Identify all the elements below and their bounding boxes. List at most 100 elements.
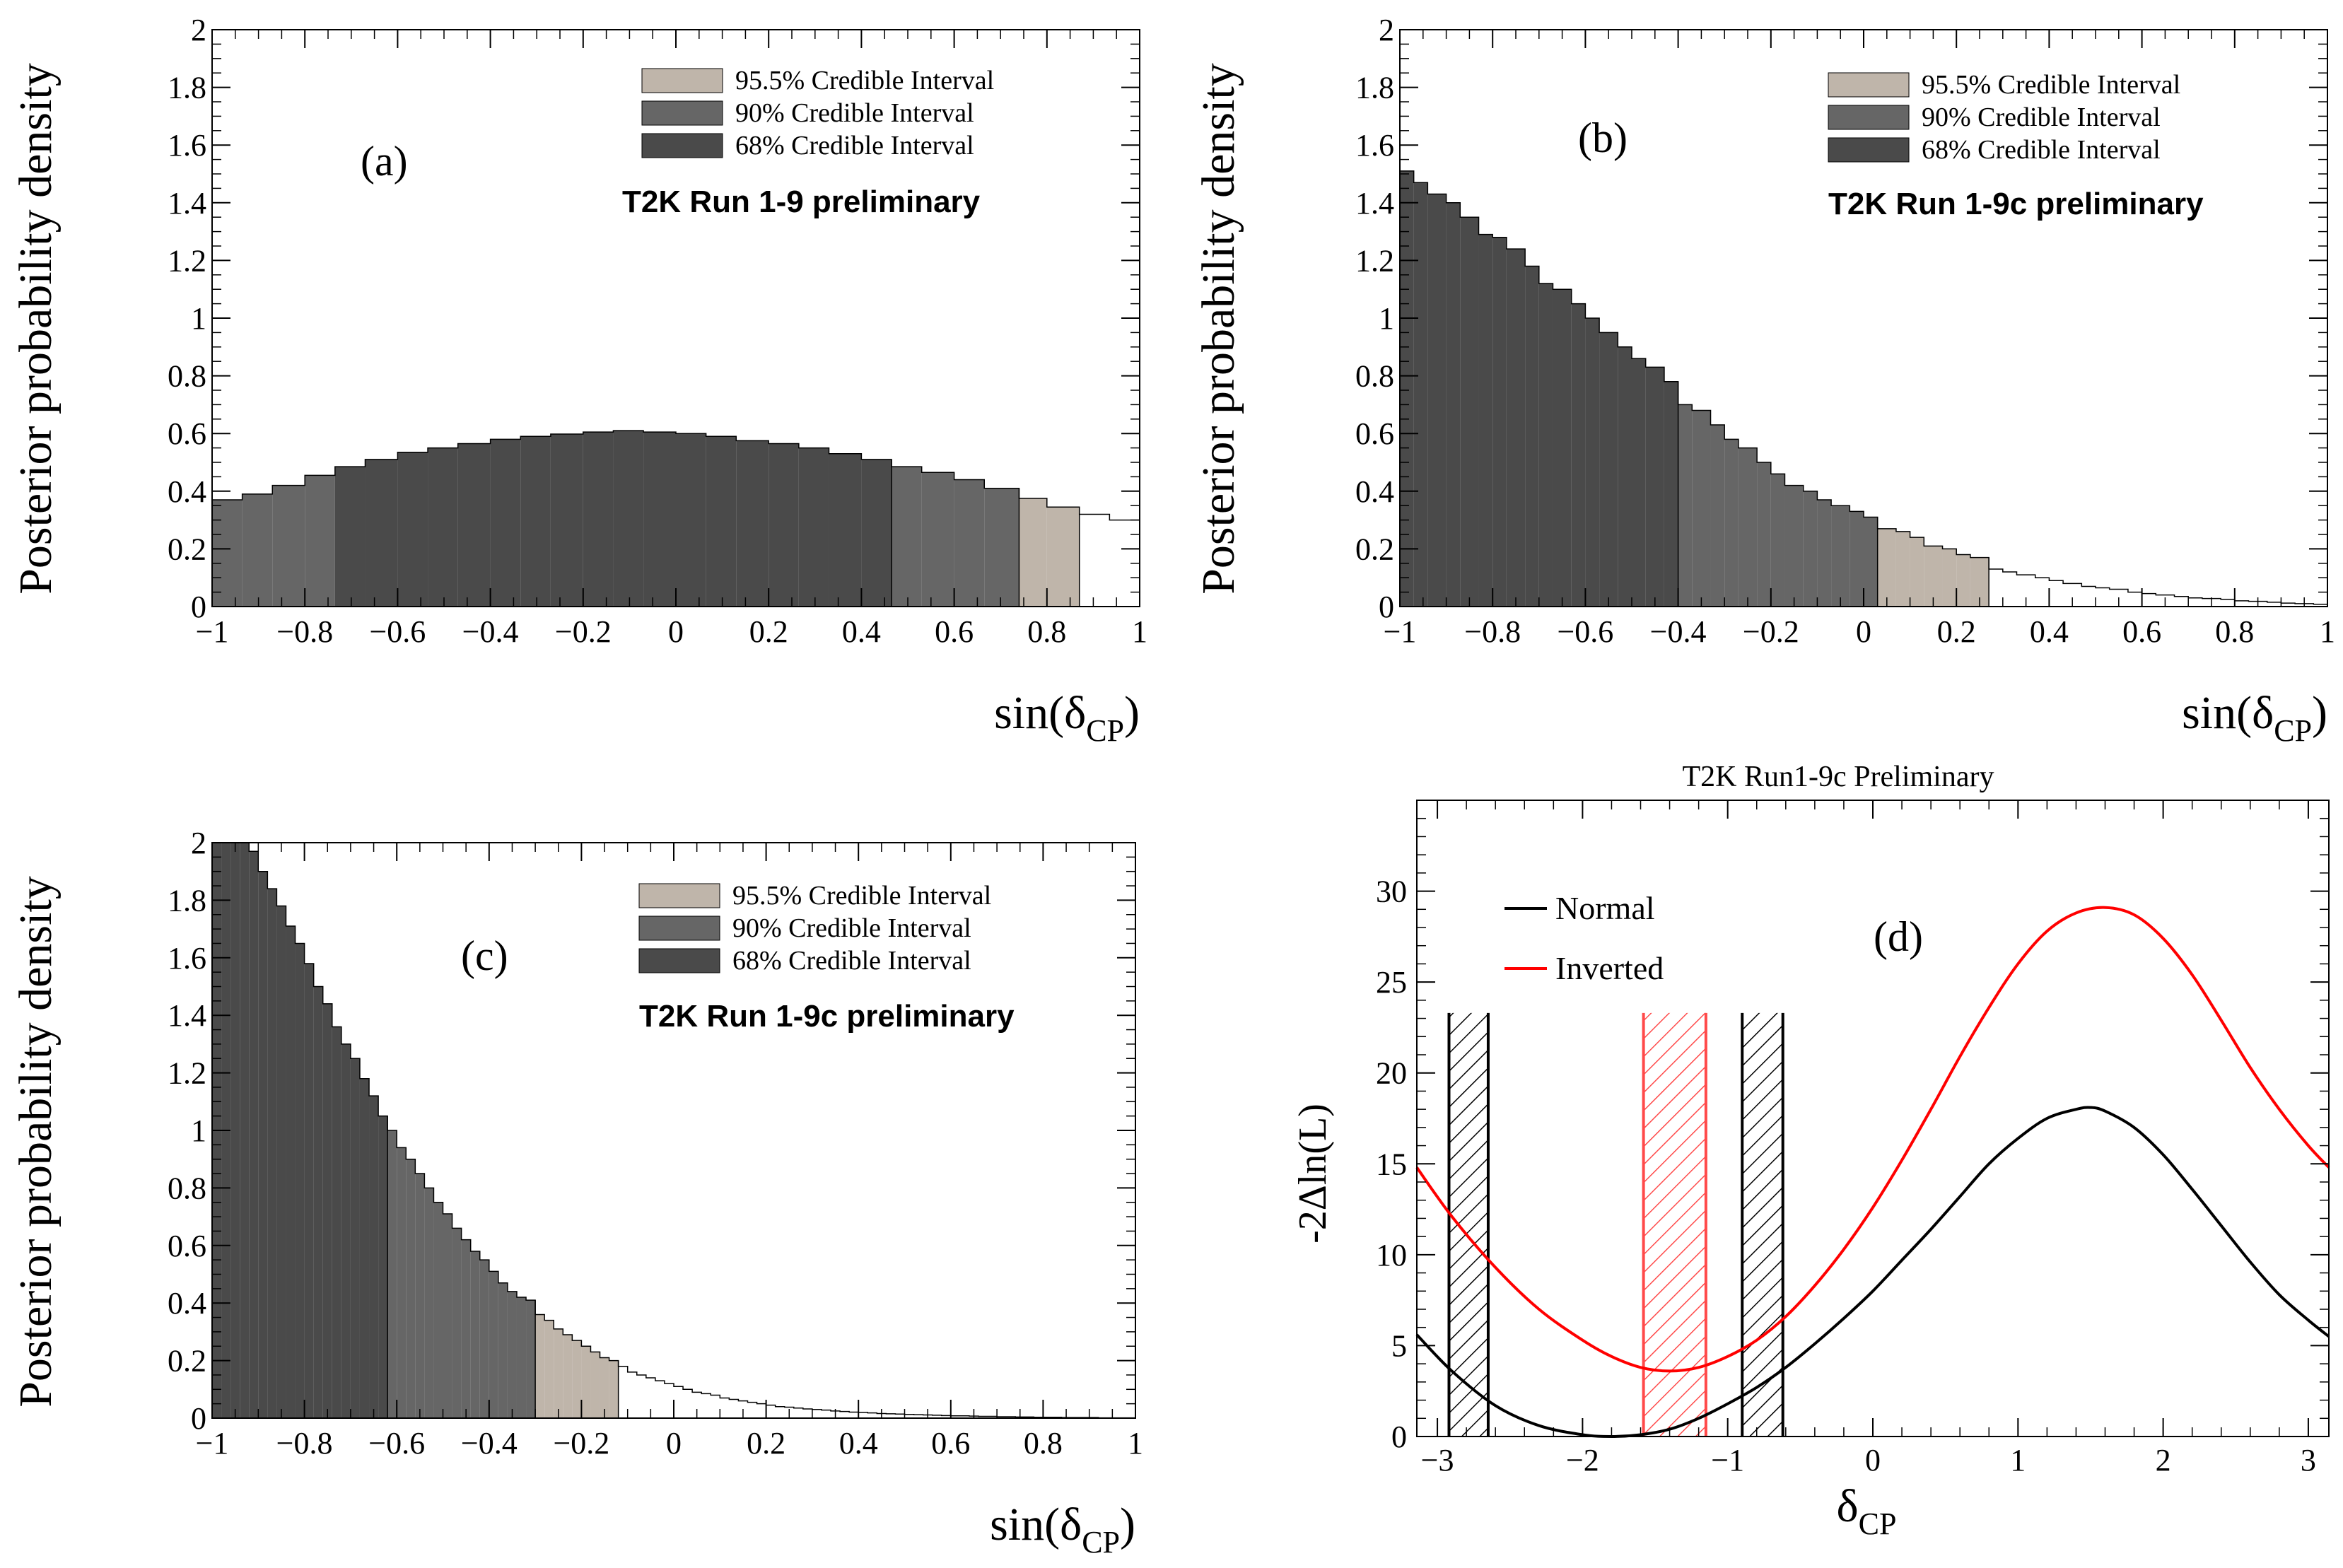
histogram-bin <box>365 459 398 607</box>
x-tick-label: 0.2 <box>749 614 788 649</box>
histogram-bin <box>2002 572 2017 607</box>
x-axis-label: sin(δCP) <box>2182 687 2327 748</box>
y-tick-label: 1.6 <box>168 128 206 163</box>
x-axis-label: sin(δCP) <box>990 1499 1135 1560</box>
x-tick-label: −0.8 <box>276 1426 333 1461</box>
legend-label-inverted: Inverted <box>1555 950 1664 986</box>
y-tick-label: 0.6 <box>168 1229 206 1263</box>
histogram-bin <box>978 1416 988 1418</box>
y-tick-label: 0.4 <box>1355 474 1394 509</box>
histogram-bin <box>1678 404 1693 607</box>
histogram-bin <box>415 1174 425 1418</box>
histogram-bin <box>1831 505 1850 607</box>
legend-swatch-68 <box>641 133 723 158</box>
panel-d: T2K Run1-9c Preliminary -2Δln(L) −3 −2 −1 0… <box>1291 761 2330 1541</box>
histogram-bin <box>674 1386 684 1418</box>
plot-frame <box>1416 800 2330 1437</box>
histogram-bin <box>369 1096 379 1418</box>
histogram-bin <box>479 1260 489 1418</box>
histogram-bin <box>1817 500 1832 607</box>
histogram-bin <box>1803 491 1818 607</box>
histogram-bin <box>276 906 286 1418</box>
histogram-bin <box>1632 358 1646 607</box>
histogram-bin <box>550 434 583 607</box>
x-tick-label: −1 <box>196 1426 229 1461</box>
histogram-bin <box>798 447 829 607</box>
x-tick-label: −0.6 <box>368 1426 425 1461</box>
histogram-bin <box>747 1402 757 1418</box>
y-tick-label: 0 <box>191 590 206 624</box>
histogram-bin <box>706 436 737 607</box>
histogram-bin <box>756 1403 766 1418</box>
histogram-outline <box>211 842 1136 1419</box>
legend: 95.5% Credible Interval 90% Credible Int… <box>1828 70 2180 165</box>
y-ticks: 0 5 10 15 20 25 30 <box>1376 817 2329 1454</box>
y-tick-label: 0 <box>1391 1420 1407 1454</box>
histogram-bin <box>1784 485 1804 607</box>
x-tick-label: 0.4 <box>842 614 881 649</box>
histogram-bin <box>941 1415 951 1418</box>
y-tick-label: 0 <box>191 1401 206 1436</box>
y-tick-label: 1.6 <box>1355 128 1394 163</box>
histogram-bin <box>701 1393 711 1418</box>
histogram-bin <box>2127 592 2142 607</box>
histogram-bin <box>1724 439 1739 607</box>
histogram-bin <box>636 1374 646 1418</box>
histogram-bin <box>240 843 250 1418</box>
histogram-bin <box>2281 603 2296 607</box>
legend: Normal Inverted <box>1504 890 1664 986</box>
y-tick-label: 2 <box>191 13 206 47</box>
histogram-bin <box>643 432 676 607</box>
x-tick-label: −1 <box>1384 614 1417 649</box>
histogram-bin <box>664 1383 674 1418</box>
histogram-bin <box>793 1408 803 1418</box>
x-tick-label: 2 <box>2156 1443 2171 1478</box>
histogram-bin <box>1864 517 1878 607</box>
histogram-bin <box>1599 332 1618 607</box>
histogram-bin <box>1460 217 1479 607</box>
y-tick-label: 1.2 <box>1355 243 1394 278</box>
histogram-bin <box>829 453 862 607</box>
y-tick-label: 1 <box>1379 301 1394 336</box>
legend-label-95-5: 95.5% Credible Interval <box>732 881 991 911</box>
y-axis-label: Posterior probability density <box>10 63 62 595</box>
histogram-bin <box>1770 474 1785 607</box>
x-tick-label: 0.6 <box>931 1426 970 1461</box>
y-tick-label: 30 <box>1376 874 1407 909</box>
curve-normal <box>1415 1106 2330 1439</box>
histogram-bin <box>711 1395 720 1418</box>
y-axis-label: Posterior probability density <box>1193 63 1244 595</box>
histogram-bin <box>729 1399 739 1418</box>
y-tick-label: 0.8 <box>1355 359 1394 394</box>
histogram-bin <box>861 459 892 607</box>
histogram-bin <box>613 431 644 607</box>
histogram-bin <box>892 467 922 607</box>
run-label: T2K Run 1-9 preliminary <box>622 185 981 219</box>
histogram-bin <box>1478 234 1493 607</box>
y-tick-label: 5 <box>1391 1328 1407 1363</box>
histogram-bin <box>305 475 335 607</box>
histogram-bin <box>1585 318 1600 607</box>
histogram-bin <box>988 1416 998 1418</box>
histogram-bin <box>775 1406 785 1418</box>
histogram-bin <box>821 1410 831 1418</box>
histogram-bin <box>526 1300 536 1418</box>
histogram-bin <box>802 1408 812 1418</box>
x-tick-label: −1 <box>1711 1443 1744 1478</box>
x-tick-label: 0.8 <box>1024 1426 1063 1461</box>
x-tick-label: −0.8 <box>276 614 333 649</box>
x-tick-label: 3 <box>2301 1443 2316 1478</box>
x-tick-label: 1 <box>2010 1443 2026 1478</box>
y-tick-label: 0.8 <box>168 1171 206 1205</box>
x-ticks: −1 −0.8 −0.6 −0.4 −0.2 0 0.2 0.4 0.6 0.8 1 <box>196 843 1143 1461</box>
histogram-bin <box>2221 599 2235 607</box>
histogram-bin <box>997 1416 1007 1418</box>
x-tick-label: 1 <box>2320 614 2335 649</box>
y-tick-label: 0.2 <box>168 1344 206 1379</box>
legend-swatch-90 <box>1828 105 1910 130</box>
x-tick-label: −0.4 <box>1650 614 1707 649</box>
legend-label-68: 68% Credible Interval <box>735 131 974 160</box>
y-tick-label: 1.2 <box>168 1056 206 1091</box>
panel-tag: (c) <box>461 932 508 979</box>
